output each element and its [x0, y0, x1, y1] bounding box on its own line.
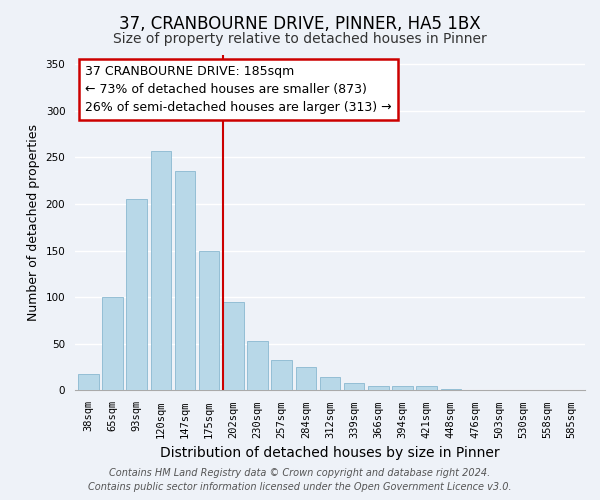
Text: Contains HM Land Registry data © Crown copyright and database right 2024.
Contai: Contains HM Land Registry data © Crown c… — [88, 468, 512, 492]
Bar — [344, 383, 364, 390]
Bar — [78, 374, 98, 390]
Y-axis label: Number of detached properties: Number of detached properties — [27, 124, 40, 321]
Bar — [223, 302, 244, 390]
Bar — [416, 386, 437, 390]
Bar — [368, 386, 389, 390]
Bar — [320, 378, 340, 390]
Bar — [199, 250, 220, 390]
Bar — [247, 341, 268, 390]
Bar — [296, 367, 316, 390]
Bar — [392, 386, 413, 390]
Bar — [440, 388, 461, 390]
Text: Size of property relative to detached houses in Pinner: Size of property relative to detached ho… — [113, 32, 487, 46]
Bar — [271, 360, 292, 390]
Bar — [102, 298, 123, 390]
X-axis label: Distribution of detached houses by size in Pinner: Distribution of detached houses by size … — [160, 446, 500, 460]
Bar — [151, 151, 171, 390]
Text: 37, CRANBOURNE DRIVE, PINNER, HA5 1BX: 37, CRANBOURNE DRIVE, PINNER, HA5 1BX — [119, 15, 481, 33]
Bar — [127, 200, 147, 390]
Bar — [175, 172, 195, 390]
Text: 37 CRANBOURNE DRIVE: 185sqm
← 73% of detached houses are smaller (873)
26% of se: 37 CRANBOURNE DRIVE: 185sqm ← 73% of det… — [85, 65, 392, 114]
